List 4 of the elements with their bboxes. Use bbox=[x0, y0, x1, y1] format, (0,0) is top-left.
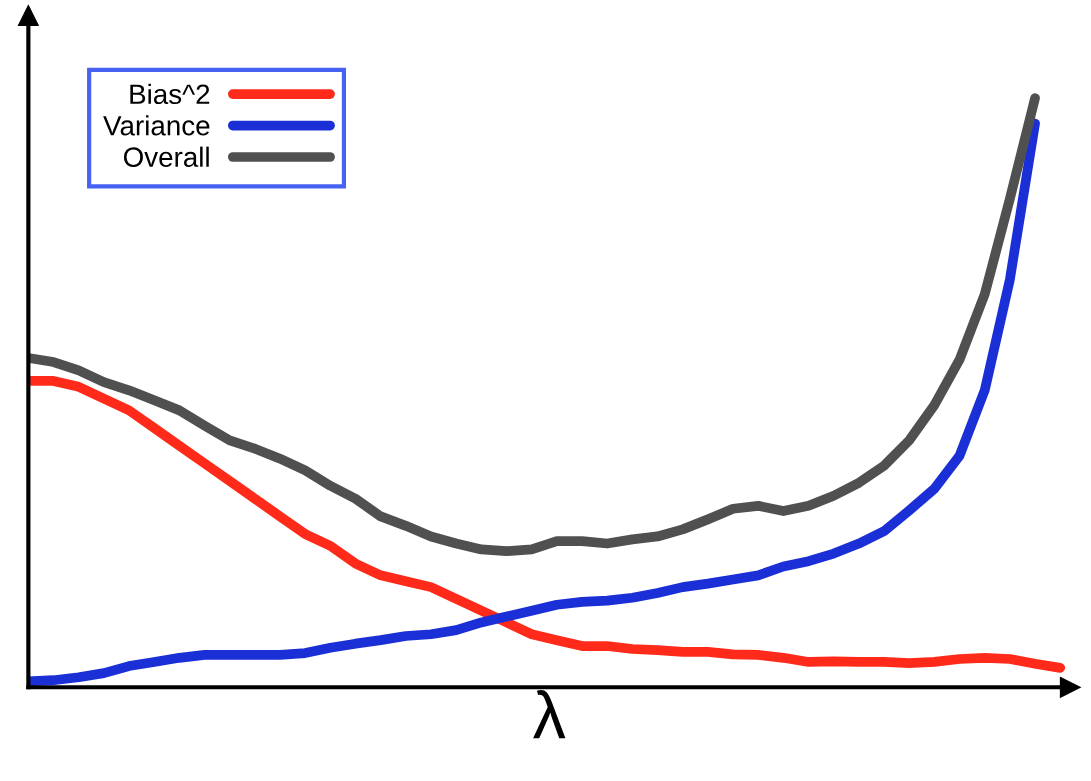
legend-label: Bias^2 bbox=[130, 83, 210, 105]
x-axis-title: λ bbox=[533, 690, 566, 739]
legend-label: Variance bbox=[103, 115, 210, 136]
legend-label: Overall bbox=[123, 146, 209, 167]
